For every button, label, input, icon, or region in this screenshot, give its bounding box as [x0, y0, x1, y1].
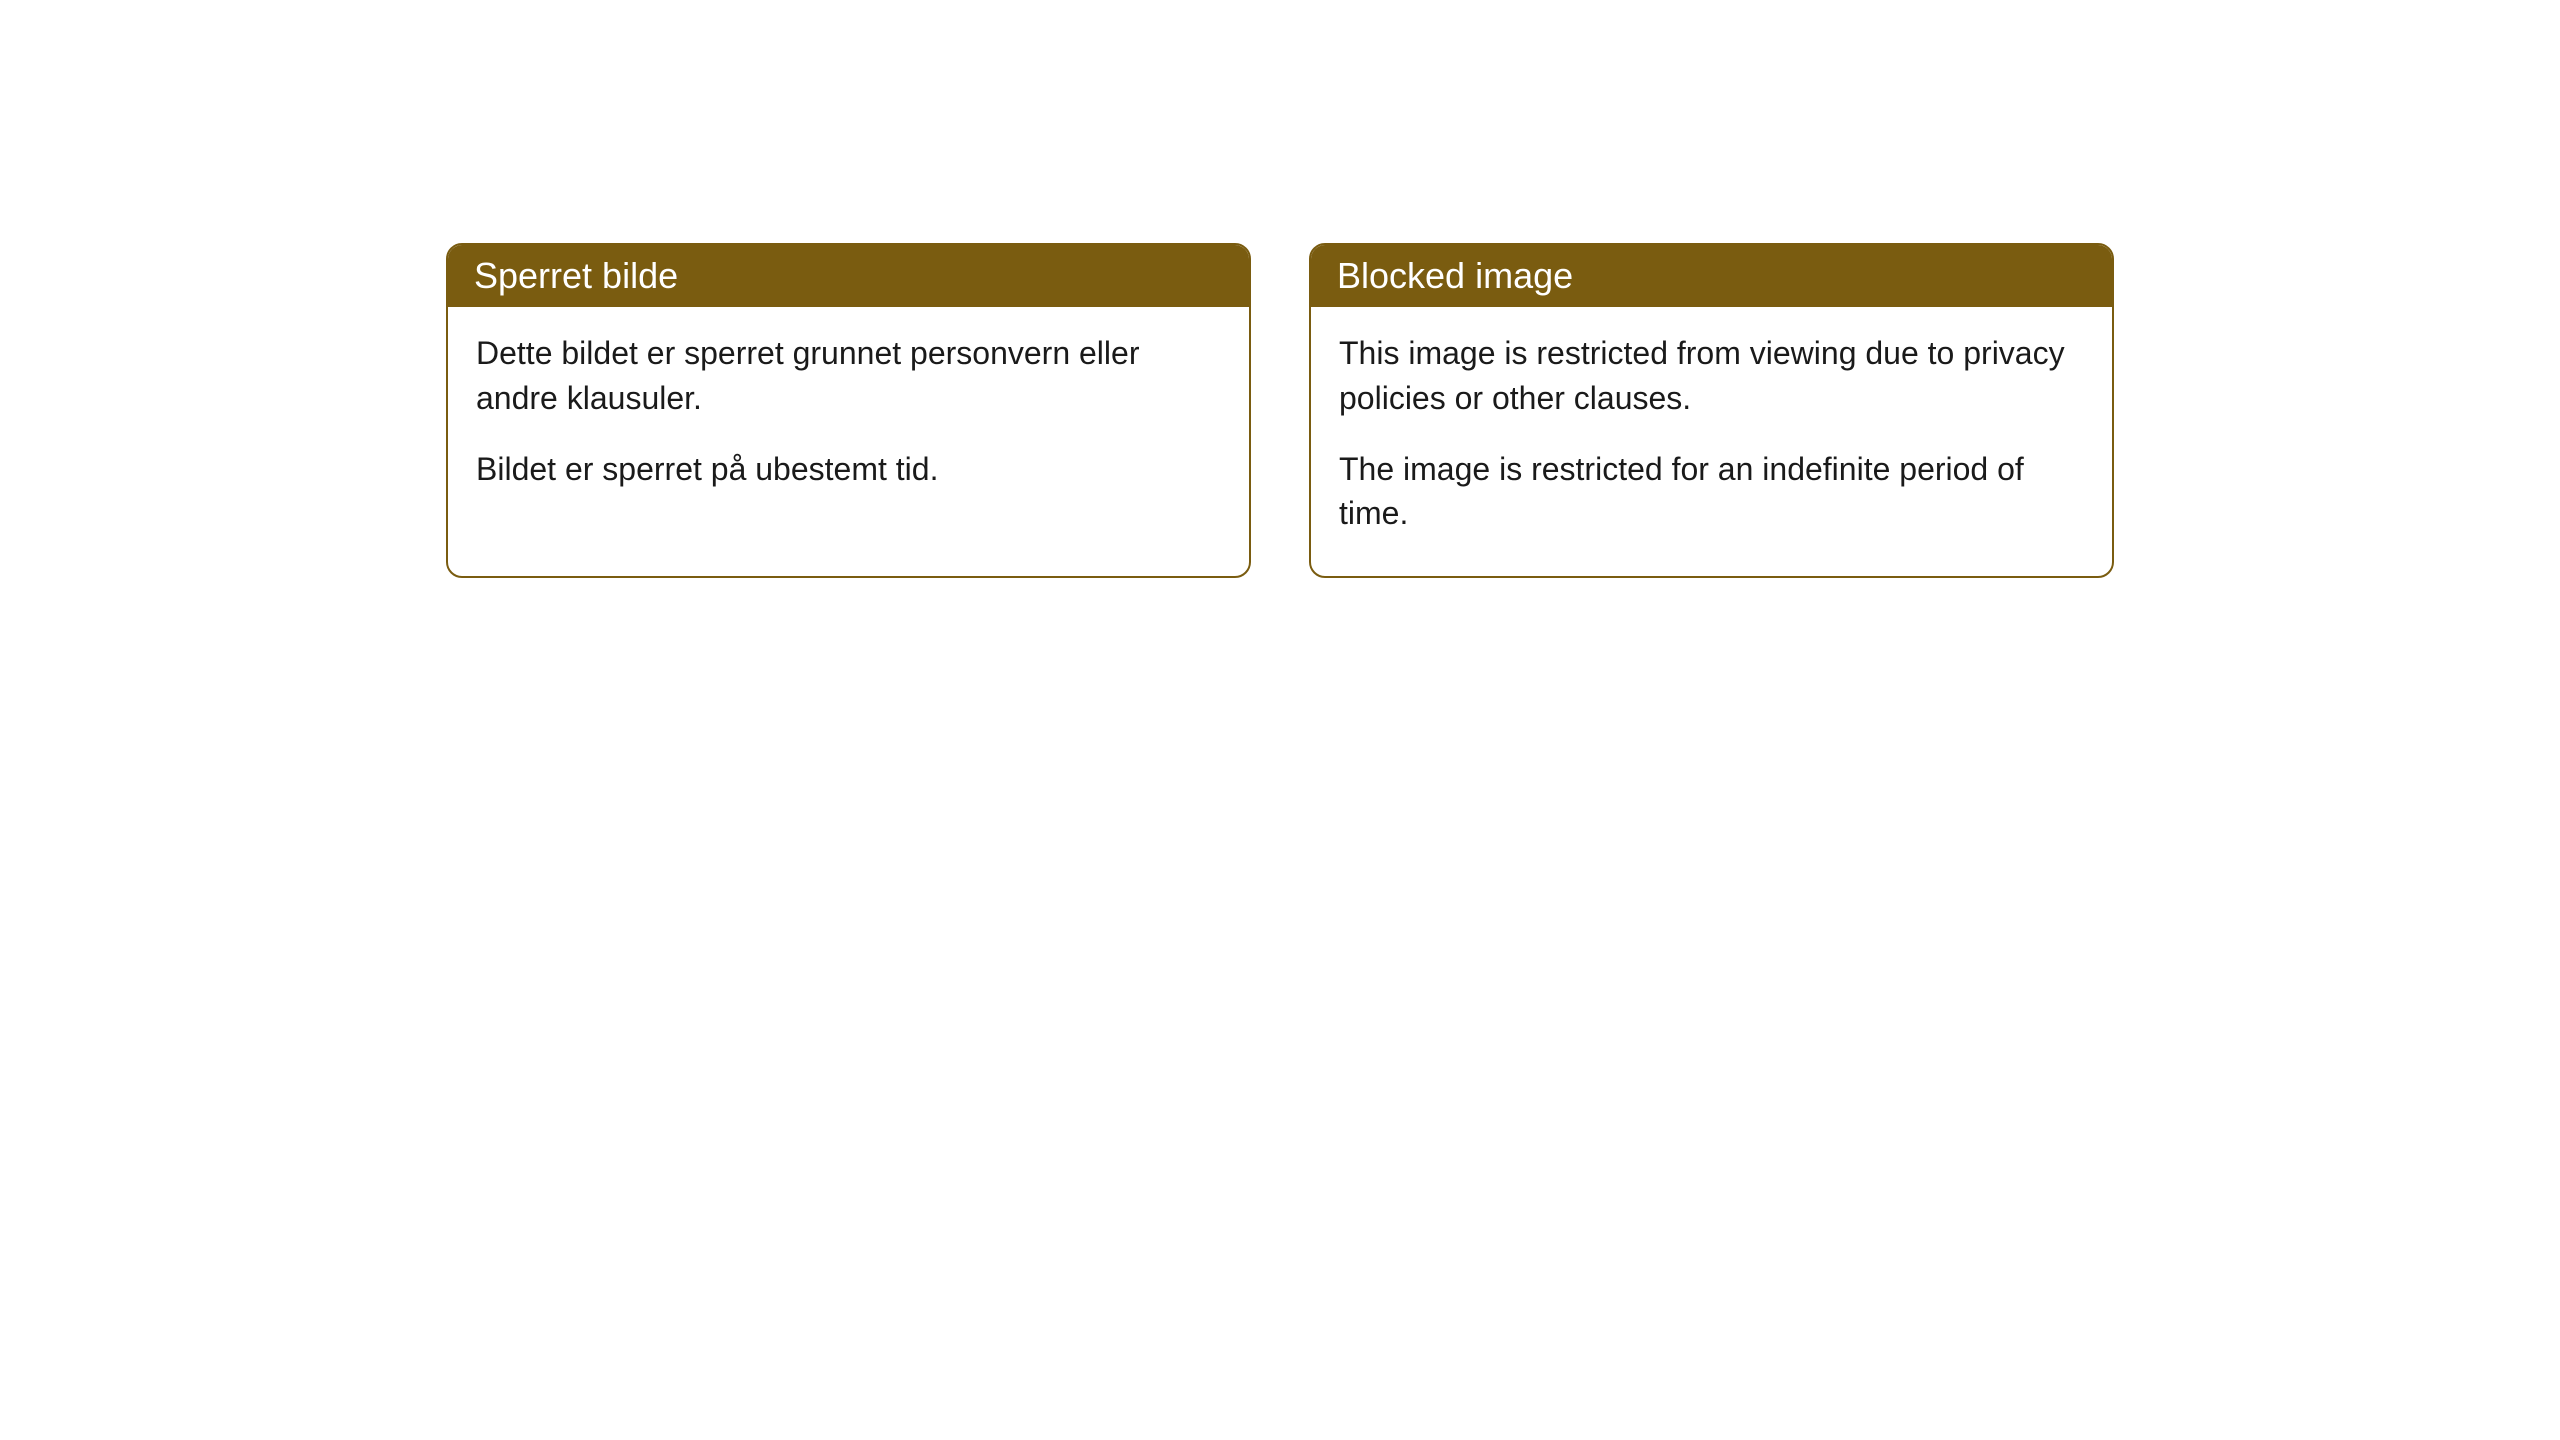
blocked-image-card-english: Blocked image This image is restricted f… [1309, 243, 2114, 578]
card-paragraph: Bildet er sperret på ubestemt tid. [476, 447, 1221, 492]
card-title: Blocked image [1337, 255, 1573, 296]
card-paragraph: Dette bildet er sperret grunnet personve… [476, 331, 1221, 421]
notice-container: Sperret bilde Dette bildet er sperret gr… [0, 0, 2560, 578]
card-header-english: Blocked image [1311, 245, 2112, 307]
card-body-english: This image is restricted from viewing du… [1311, 307, 2112, 576]
card-title: Sperret bilde [474, 255, 678, 296]
card-body-norwegian: Dette bildet er sperret grunnet personve… [448, 307, 1249, 531]
blocked-image-card-norwegian: Sperret bilde Dette bildet er sperret gr… [446, 243, 1251, 578]
card-header-norwegian: Sperret bilde [448, 245, 1249, 307]
card-paragraph: This image is restricted from viewing du… [1339, 331, 2084, 421]
card-paragraph: The image is restricted for an indefinit… [1339, 447, 2084, 537]
